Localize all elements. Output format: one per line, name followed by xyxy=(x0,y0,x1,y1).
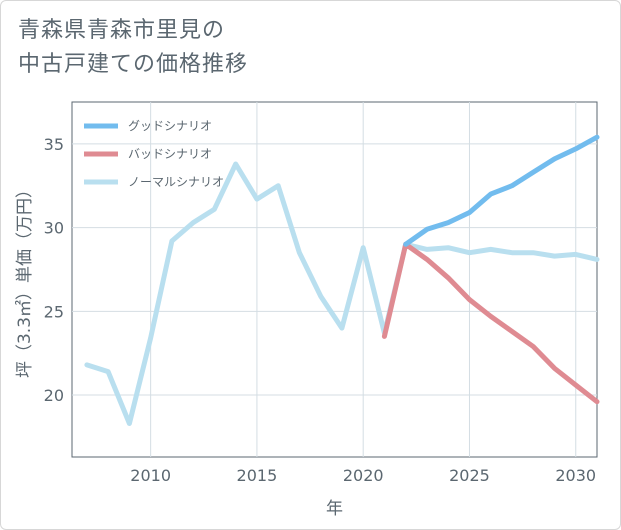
x-tick-label: 2025 xyxy=(449,466,490,485)
chart-title-line-1: 青森県青森市里見の xyxy=(18,18,226,43)
series-line-1 xyxy=(381,241,600,405)
y-axis-label: 坪（3.3㎡）単価（万円） xyxy=(15,181,35,378)
y-axis-ticks: 20 25 30 35 xyxy=(44,135,64,405)
legend-label: バッドシナリオ xyxy=(128,147,212,161)
x-tick-label: 2015 xyxy=(237,466,278,485)
chart-title-line-2: 中古戸建ての価格推移 xyxy=(18,52,249,77)
series-layer xyxy=(84,134,600,426)
legend-label: グッドシナリオ xyxy=(128,119,212,133)
grid-lines xyxy=(72,102,597,457)
x-axis-label: 年 xyxy=(326,499,343,519)
y-tick-label: 35 xyxy=(44,135,64,154)
y-tick-label: 20 xyxy=(44,386,64,405)
x-tick-label: 2020 xyxy=(343,466,384,485)
x-tick-label: 2010 xyxy=(130,466,171,485)
x-tick-label: 2030 xyxy=(555,466,596,485)
plot-area xyxy=(71,101,598,458)
y-tick-label: 25 xyxy=(44,302,64,321)
legend-label: ノーマルシナリオ xyxy=(128,175,224,189)
chart-title: 青森県青森市里見の 中古戸建ての価格推移 xyxy=(18,14,248,82)
series-line-0 xyxy=(403,134,600,247)
series-line-2 xyxy=(84,161,600,426)
y-tick-label: 30 xyxy=(44,219,64,238)
x-axis-ticks: 2010 2015 2020 2025 2030 xyxy=(130,466,596,485)
